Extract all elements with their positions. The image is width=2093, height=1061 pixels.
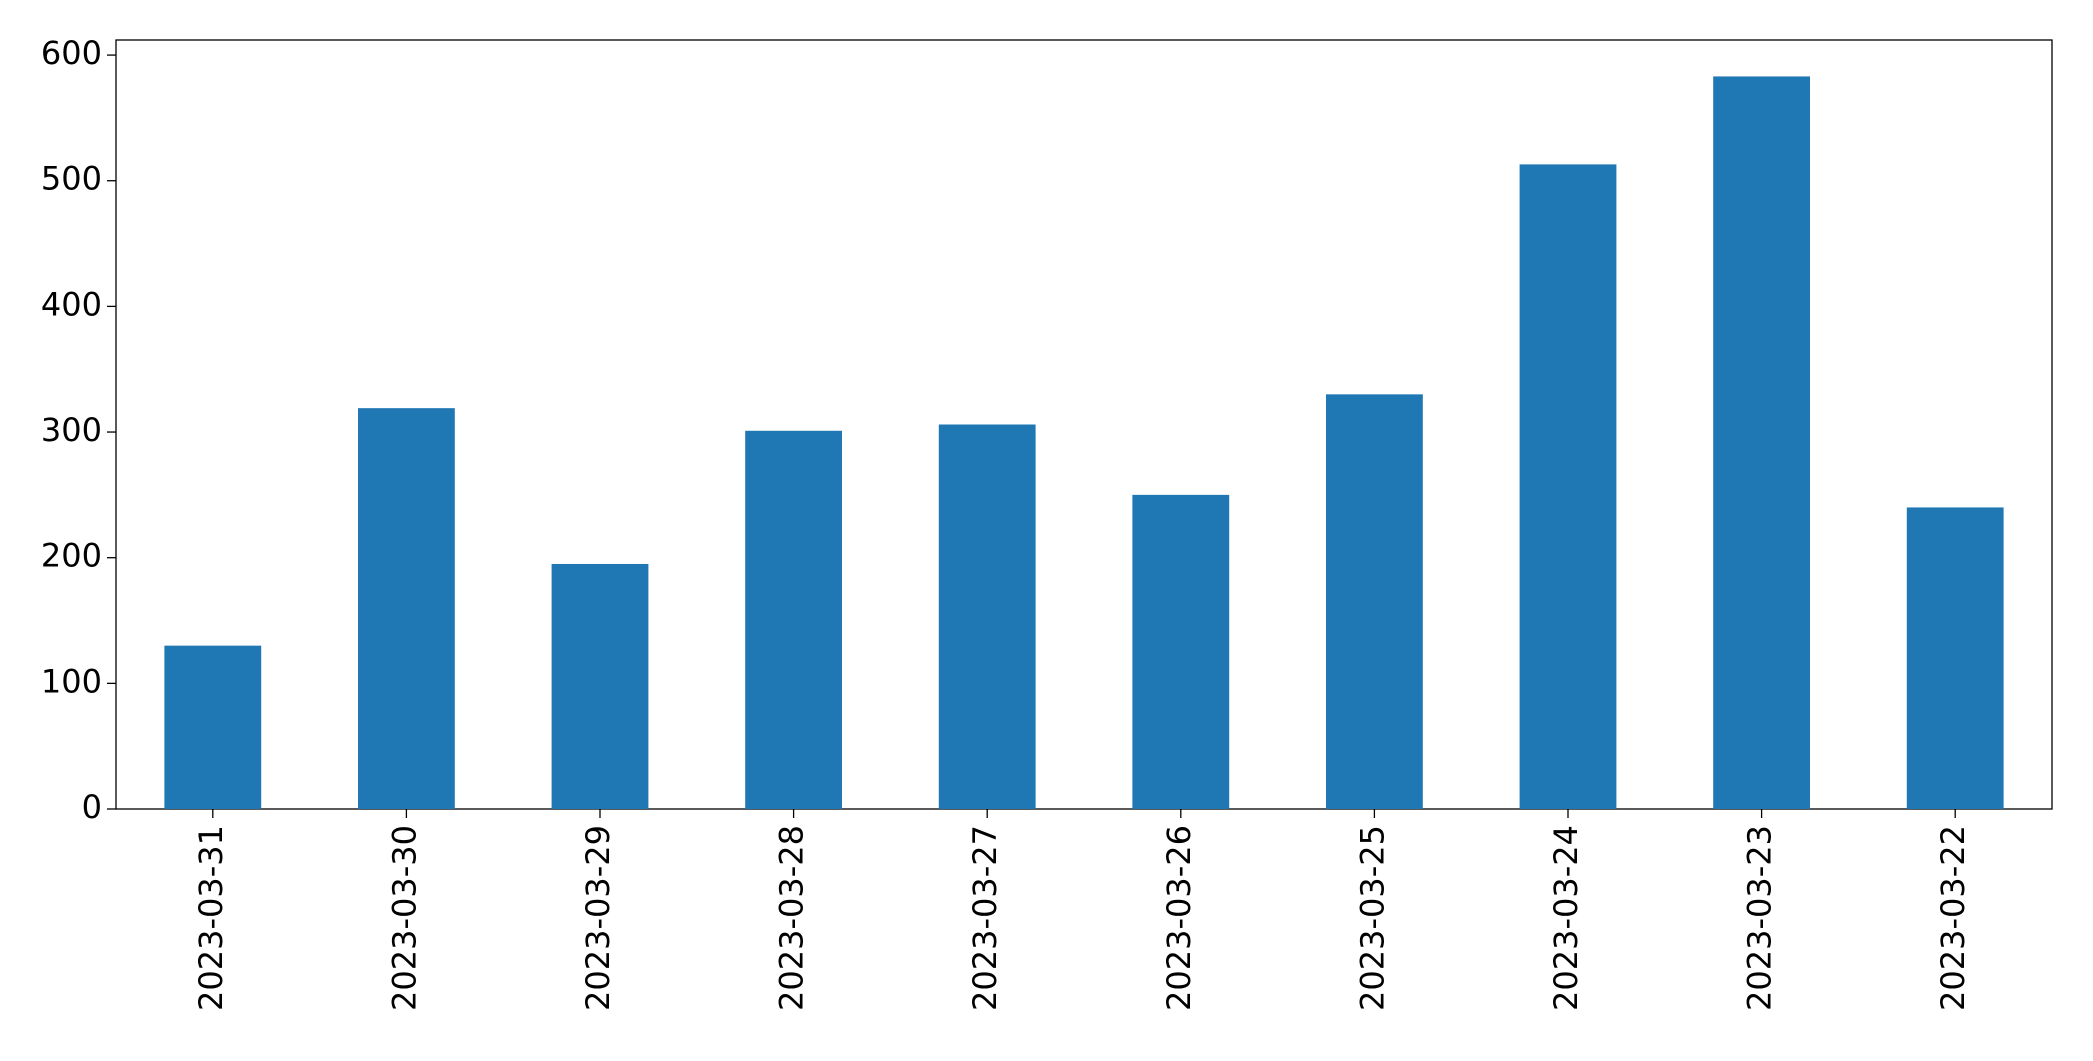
bar xyxy=(1906,507,2004,809)
bar xyxy=(938,424,1036,809)
bar xyxy=(164,645,262,809)
x-tick-label: 2023-03-28 xyxy=(773,825,811,1011)
x-tick-label: 2023-03-23 xyxy=(1741,825,1779,1011)
y-tick-label: 600 xyxy=(41,34,102,72)
y-tick-label: 0 xyxy=(82,788,102,826)
bar xyxy=(1326,394,1423,809)
plot-frame xyxy=(115,39,2053,810)
bar xyxy=(1713,76,1810,809)
bar xyxy=(1519,164,1617,809)
x-tick-label: 2023-03-22 xyxy=(1934,825,1972,1011)
x-tick-label: 2023-03-26 xyxy=(1160,825,1198,1011)
bar xyxy=(1132,494,1230,809)
y-tick-label: 100 xyxy=(41,662,102,700)
x-tick-label: 2023-03-24 xyxy=(1547,825,1585,1011)
y-tick-label: 500 xyxy=(41,160,102,198)
x-tick-label: 2023-03-31 xyxy=(192,825,230,1011)
y-tick-label: 200 xyxy=(41,537,102,575)
x-tick-label: 2023-03-30 xyxy=(385,825,423,1011)
bar xyxy=(358,408,455,809)
x-tick-label: 2023-03-29 xyxy=(579,825,617,1011)
x-tick-label: 2023-03-27 xyxy=(966,825,1004,1011)
bar xyxy=(551,563,649,809)
bar xyxy=(745,430,842,809)
y-tick-label: 400 xyxy=(41,285,102,323)
x-tick-label: 2023-03-25 xyxy=(1353,825,1391,1011)
y-tick-label: 300 xyxy=(41,411,102,449)
